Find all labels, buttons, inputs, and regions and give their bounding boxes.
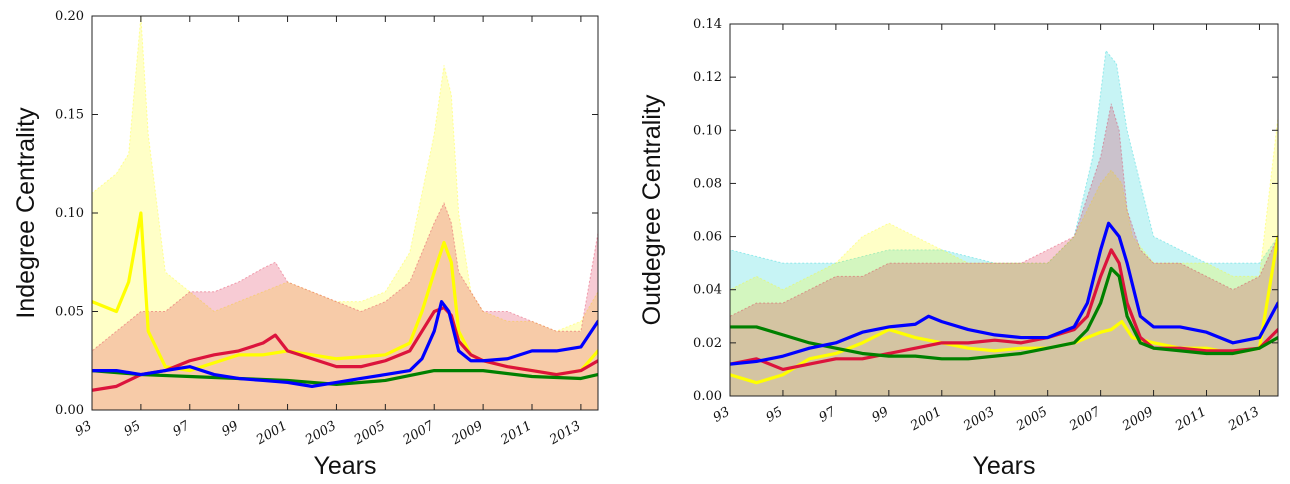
x-tick-label: 2009 [449, 418, 486, 448]
y-tick-label: 0.10 [55, 206, 84, 221]
x-axis-label: Years [972, 452, 1035, 480]
x-tick-label: 2003 [960, 404, 997, 434]
y-tick-label: 0.05 [55, 305, 84, 320]
x-tick-label: 97 [170, 418, 192, 440]
y-tick-label: 0.02 [693, 336, 722, 351]
band-cyan [730, 49, 1278, 396]
x-tick-label: 2001 [907, 404, 944, 434]
y-axis-label: Outdegree Centrality [638, 94, 666, 325]
y-tick-label: 0.14 [693, 17, 722, 32]
x-tick-label: 2013 [546, 418, 583, 448]
x-tick-label: 2013 [1225, 404, 1262, 434]
y-tick-label: 0.00 [55, 403, 84, 418]
series-line-blue [92, 300, 598, 388]
series-line-blue [730, 221, 1278, 366]
band-red [730, 103, 1278, 396]
y-tick-label: 0.04 [693, 283, 722, 298]
x-tick-label: 2001 [253, 418, 290, 448]
y-axis-label: Indegree Centrality [12, 107, 40, 319]
x-tick-label: 93 [711, 404, 733, 425]
plot-area [92, 16, 598, 410]
y-tick-label: 0.10 [693, 123, 722, 138]
y-tick-label: 0.15 [55, 108, 84, 123]
x-tick-label: 2009 [1119, 404, 1156, 434]
x-tick-label: 2007 [400, 418, 438, 448]
x-tick-label: 2005 [351, 418, 388, 448]
x-tick-label: 93 [73, 418, 95, 439]
x-tick-label: 2003 [302, 418, 339, 448]
series-line-green [92, 369, 598, 386]
y-tick-label: 0.12 [693, 70, 722, 85]
series-line-green [730, 266, 1278, 361]
x-tick-label: 2007 [1066, 404, 1104, 434]
plot-area [730, 49, 1278, 396]
indegree-chart: 0.00 0.05 0.10 0.15 0.20 93 95 97 99 2001 2003 2005… [12, 9, 599, 480]
x-tick-label: 97 [817, 404, 839, 426]
plot-frame [729, 23, 1279, 397]
band-yellow [92, 16, 598, 410]
x-tick-label: 99 [219, 418, 241, 439]
x-tick-label: 95 [122, 418, 144, 439]
x-tick-label: 2011 [498, 418, 535, 448]
y-tick-label: 0.06 [693, 230, 722, 245]
y-tick-label: 0.00 [693, 389, 722, 404]
series-line-red [92, 305, 598, 392]
x-tick-label: 99 [870, 404, 892, 425]
x-tick-label: 2011 [1172, 404, 1209, 434]
band-red [92, 201, 598, 410]
outdegree-chart: 0.00 0.02 0.04 0.06 0.08 0.10 0.12 0.14 93 95 97 99… [638, 17, 1279, 480]
y-tick-label: 0.08 [693, 176, 722, 191]
band-yellow [730, 116, 1278, 396]
y-tick-label: 0.20 [55, 9, 84, 24]
x-axis-label: Years [313, 452, 376, 480]
x-tick-label: 95 [764, 404, 786, 425]
x-tick-label: 2005 [1013, 404, 1050, 434]
